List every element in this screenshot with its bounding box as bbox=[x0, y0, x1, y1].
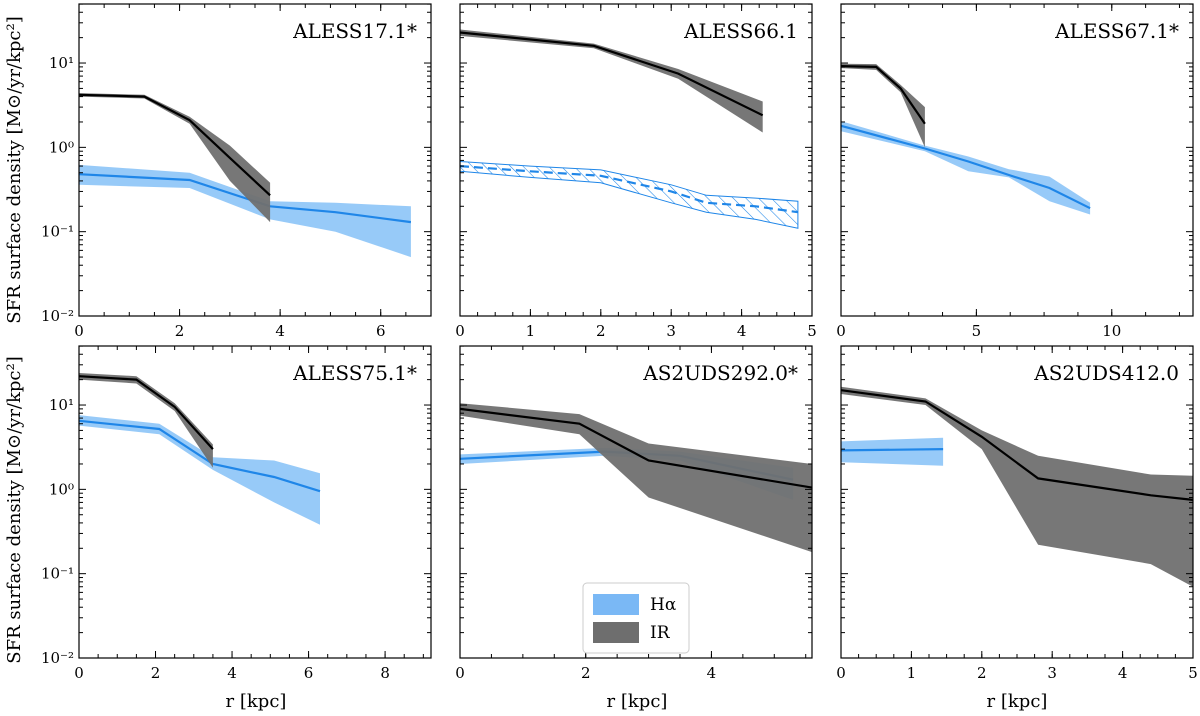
legend: Hα IR bbox=[582, 582, 690, 654]
panel-title-6: AS2UDS412.0 bbox=[1033, 361, 1179, 385]
y-tick-label: 10¹ bbox=[49, 396, 74, 414]
x-tick-label-2: 2 bbox=[977, 664, 987, 682]
panel-6: 0 1 2 3 4 5 AS2UDS412.0 bbox=[836, 345, 1198, 682]
plot-area-3 bbox=[841, 63, 1091, 215]
y-tick-label: 10⁰ bbox=[49, 480, 74, 498]
ir-line-1 bbox=[79, 93, 271, 197]
panel-title-4: ALESS75.1* bbox=[292, 361, 417, 385]
ir-line-6 bbox=[841, 389, 1193, 501]
halpha-band-1 bbox=[79, 164, 411, 258]
panel-frame-5 bbox=[459, 345, 813, 659]
x-tick-label-0: 0 bbox=[74, 322, 84, 340]
ir-band-5 bbox=[460, 403, 812, 553]
panel-frame-4 bbox=[78, 345, 432, 659]
x-tick-label-0: 0 bbox=[455, 664, 465, 682]
legend-halpha-swatch bbox=[593, 594, 639, 615]
panel-title-3: ALESS67.1* bbox=[1054, 19, 1179, 43]
plot-area-4 bbox=[79, 373, 321, 525]
x-tick-label-1: 1 bbox=[526, 322, 536, 340]
halpha-line-6 bbox=[841, 448, 944, 452]
x-tick-label-1: 1 bbox=[907, 664, 917, 682]
y-tick-label: 10¹ bbox=[49, 54, 74, 72]
y-tick-label: 10⁻¹ bbox=[41, 223, 74, 241]
x-tick-label-3: 3 bbox=[1047, 664, 1057, 682]
panel-2: 0 1 2 3 4 5 ALESS66.1 bbox=[455, 3, 817, 340]
halpha-band-2 bbox=[460, 160, 799, 229]
x-tick-label-3: 3 bbox=[666, 322, 676, 340]
ir-line-2 bbox=[460, 31, 764, 117]
panel-frame-6 bbox=[840, 345, 1194, 659]
x-tick-label-0: 0 bbox=[74, 664, 84, 682]
y-tick-label: 10⁻² bbox=[41, 307, 74, 325]
halpha-line-3 bbox=[841, 124, 1091, 210]
halpha-band-3 bbox=[841, 121, 1091, 215]
legend-halpha-label: Hα bbox=[650, 595, 677, 615]
panel-1: 0 2 4 6 10⁻² 10⁻¹ 10⁰ 10¹ ALESS17.1* bbox=[41, 3, 432, 340]
x-tick-label-4: 4 bbox=[1118, 664, 1128, 682]
panels-group: 0 2 4 6 10⁻² 10⁻¹ 10⁰ 10¹ ALESS17.1* 0 1 2 3 4 5 ALESS6… bbox=[41, 3, 1198, 682]
panel-title-5: AS2UDS292.0* bbox=[642, 361, 798, 385]
ir-band-6 bbox=[841, 386, 1193, 587]
ir-band-1 bbox=[79, 93, 271, 223]
panel-3: 0 5 10 ALESS67.1* bbox=[836, 3, 1194, 340]
x-tick-label-10: 10 bbox=[1102, 322, 1121, 340]
x-axis-label-1: r [kpc] bbox=[226, 691, 287, 712]
ir-band-3 bbox=[841, 63, 925, 148]
x-tick-label-2: 2 bbox=[175, 322, 185, 340]
halpha-band-4 bbox=[79, 415, 320, 525]
x-tick-label-0: 0 bbox=[836, 664, 846, 682]
x-tick-label-6: 6 bbox=[376, 322, 386, 340]
x-axis-label-3: r [kpc] bbox=[987, 691, 1048, 712]
panel-title-2: ALESS66.1 bbox=[683, 19, 798, 43]
ir-line-4 bbox=[79, 375, 214, 450]
panel-5: 0 2 4 AS2UDS292.0* bbox=[455, 345, 813, 682]
plot-area-5 bbox=[460, 403, 812, 553]
x-tick-label-4: 4 bbox=[737, 322, 747, 340]
halpha-line-2 bbox=[460, 165, 799, 214]
x-tick-label-2: 2 bbox=[151, 664, 161, 682]
y-tick-label: 10⁻² bbox=[41, 649, 74, 667]
x-tick-label-4: 4 bbox=[707, 664, 717, 682]
x-tick-label-5: 5 bbox=[1188, 664, 1198, 682]
panel-frame-3 bbox=[840, 3, 1194, 317]
x-tick-label-4: 4 bbox=[227, 664, 237, 682]
x-tick-label-5: 5 bbox=[972, 322, 982, 340]
plot-area-6 bbox=[841, 386, 1193, 587]
y-tick-label: 10⁰ bbox=[49, 138, 74, 156]
x-tick-label-4: 4 bbox=[275, 322, 285, 340]
x-tick-label-0: 0 bbox=[836, 322, 846, 340]
x-axis-label-2: r [kpc] bbox=[607, 691, 668, 712]
plot-area-2 bbox=[460, 29, 799, 229]
panel-frame-1 bbox=[78, 3, 432, 317]
legend-ir-label: IR bbox=[650, 623, 671, 643]
panel-4: 0 2 4 6 8 10⁻² 10⁻¹ 10⁰ 10¹ ALESS75.1* bbox=[41, 345, 432, 682]
y-axis-label-bottom: SFR surface density [M⊙/yr/kpc²] bbox=[4, 356, 25, 663]
ir-band-2 bbox=[460, 29, 763, 133]
x-tick-label-8: 8 bbox=[380, 664, 390, 682]
halpha-band-6 bbox=[841, 437, 944, 466]
ir-line-5 bbox=[460, 407, 812, 489]
x-tick-label-2: 2 bbox=[596, 322, 606, 340]
panel-frame-2 bbox=[459, 3, 813, 317]
plot-area-1 bbox=[79, 93, 412, 258]
ir-line-3 bbox=[841, 65, 926, 125]
legend-ir-swatch bbox=[593, 622, 639, 643]
x-tick-label-2: 2 bbox=[581, 664, 591, 682]
panel-title-1: ALESS17.1* bbox=[292, 19, 417, 43]
x-tick-label-6: 6 bbox=[304, 664, 314, 682]
y-axis-label-top: SFR surface density [M⊙/yr/kpc²] bbox=[4, 16, 25, 323]
y-tick-label: 10⁻¹ bbox=[41, 565, 74, 583]
x-tick-label-0: 0 bbox=[455, 322, 465, 340]
x-tick-label-5: 5 bbox=[807, 322, 817, 340]
